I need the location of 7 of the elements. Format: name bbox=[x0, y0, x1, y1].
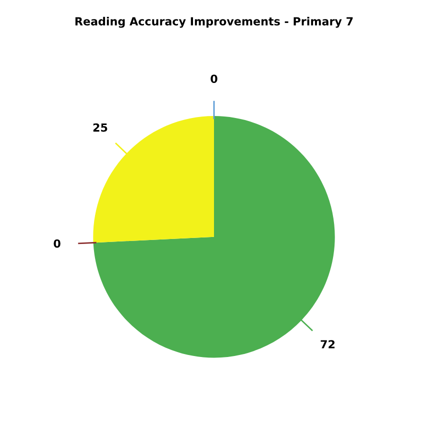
pie-slice bbox=[93, 116, 335, 358]
data-label: 25 bbox=[93, 123, 108, 132]
pie-slice bbox=[93, 116, 214, 243]
text: 0 bbox=[54, 239, 60, 248]
data-label: 72 bbox=[320, 340, 335, 348]
chart-title: Reading Accuracy Improvements - Primary 7 bbox=[75, 16, 353, 28]
text: 0 bbox=[210, 74, 218, 83]
